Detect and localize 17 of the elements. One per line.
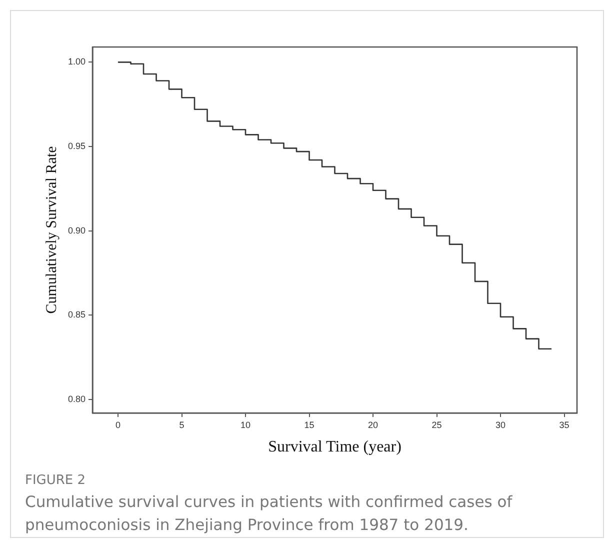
y-tick-label: 0.80 [68,394,86,404]
caption: FIGURE 2 [25,473,87,488]
y-tick-label: 0.90 [68,225,86,236]
x-tick-label: 20 [368,420,378,430]
x-tick-label: 15 [304,420,314,430]
x-tick-label: 25 [432,420,442,430]
x-tick-label: 0 [116,420,121,430]
y-axis-title: Cumulatively Survival Rate [44,146,60,314]
x-tick-label: 10 [240,420,251,430]
y-tick-label: 1.00 [68,56,86,67]
y-tick-label: 0.85 [68,310,86,320]
x-tick-label: 5 [179,420,184,430]
x-tick-label: 35 [559,420,570,430]
x-tick-label: 30 [495,420,506,430]
x-axis-title: Survival Time (year) [268,438,402,456]
y-tick-label: 0.95 [68,140,86,151]
text: Cumulative survival curves in patients with confirmed cases of pneumoconiosis in Zhejiang Province from 1987 to 2019. [25,492,514,536]
